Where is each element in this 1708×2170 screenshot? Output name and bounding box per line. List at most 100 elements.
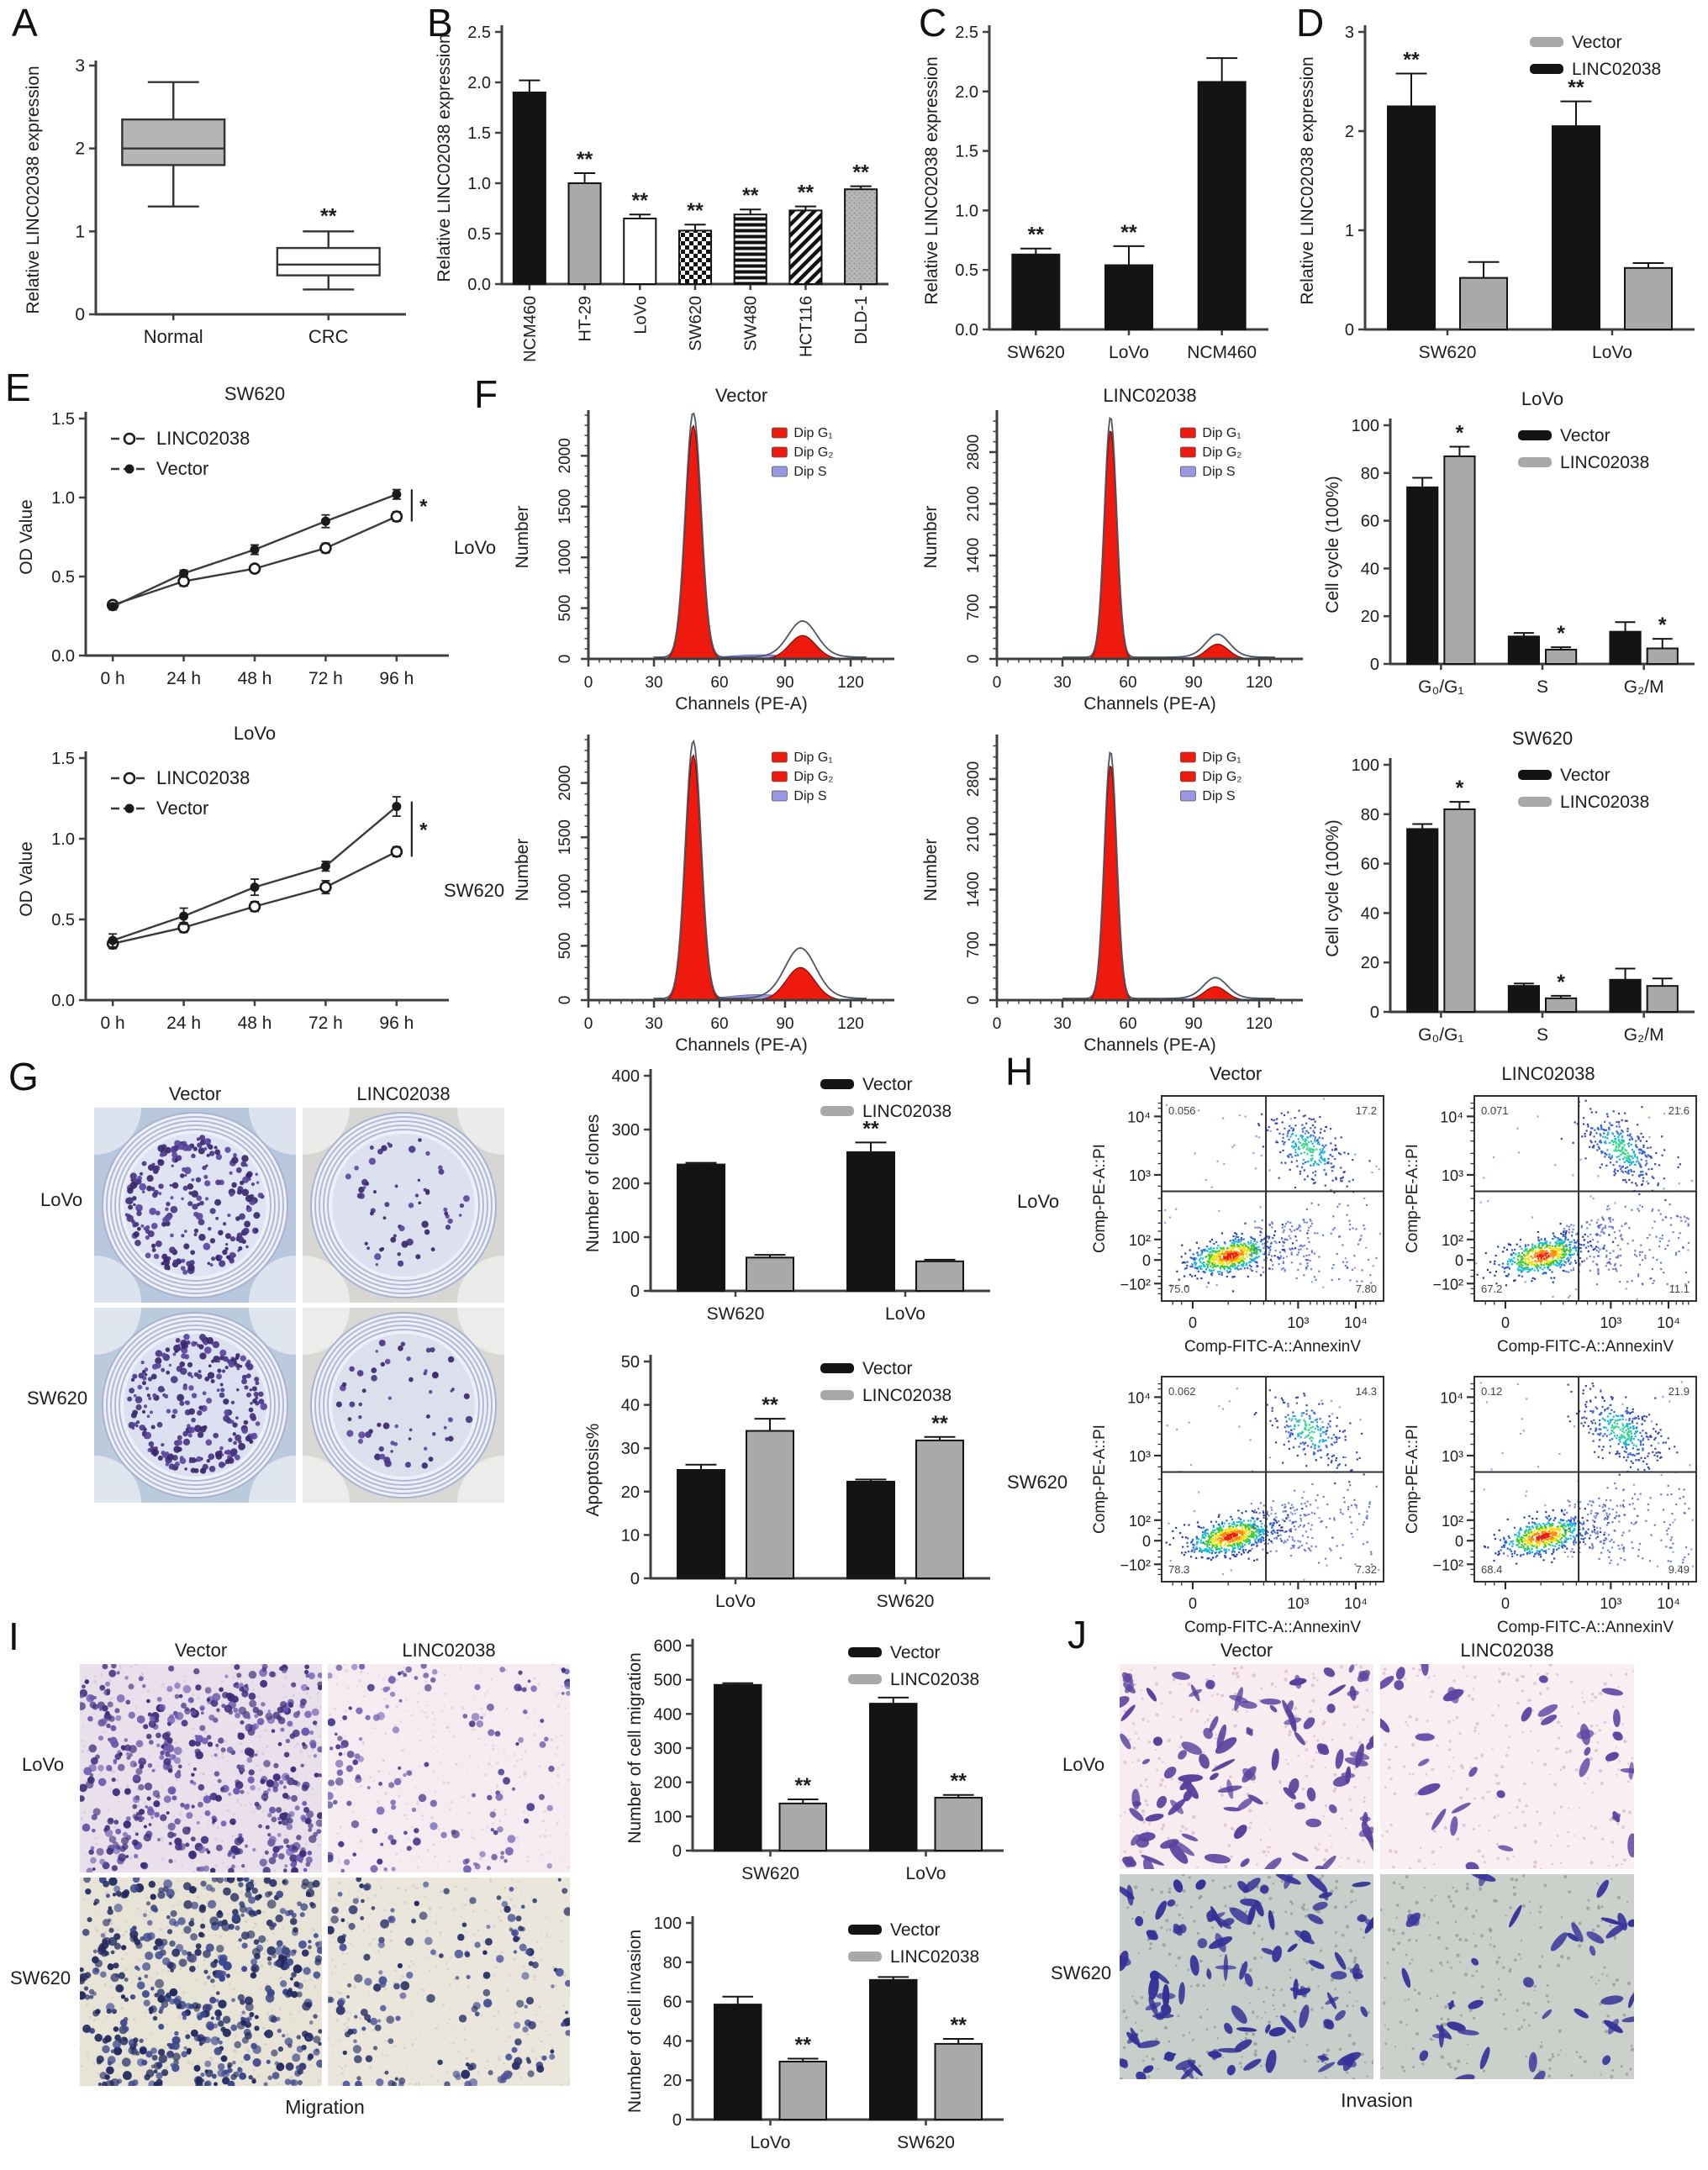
- svg-text:2.5: 2.5: [467, 24, 491, 42]
- svg-text:Vector: Vector: [1560, 766, 1610, 785]
- svg-text:50: 50: [621, 1353, 640, 1372]
- migration-image-sw620-linc02038: [328, 1878, 570, 2086]
- svg-text:96 h: 96 h: [379, 1014, 414, 1033]
- svg-text:7.80: 7.80: [1356, 1283, 1377, 1295]
- panel-label-f: F: [474, 372, 498, 416]
- svg-text:120: 120: [837, 1015, 864, 1033]
- svg-text:300: 300: [612, 1121, 640, 1140]
- svg-text:**: **: [687, 199, 704, 223]
- migration-image-lovo-linc02038: [328, 1664, 570, 1872]
- svg-text:LoVo: LoVo: [1592, 343, 1632, 362]
- svg-text:**: **: [742, 184, 759, 208]
- svg-text:2.0: 2.0: [467, 74, 491, 92]
- svg-text:30: 30: [645, 1015, 662, 1033]
- svg-text:72 h: 72 h: [308, 669, 343, 688]
- row-label-h-sw620: SW620: [1007, 1472, 1068, 1493]
- col-title-g-linc02038: LINC02038: [356, 1083, 451, 1104]
- svg-text:0.071: 0.071: [1481, 1104, 1509, 1117]
- svg-text:0.062: 0.062: [1168, 1385, 1196, 1398]
- svg-text:10²: 10²: [1442, 1232, 1463, 1249]
- svg-text:2100: 2100: [965, 486, 983, 521]
- svg-text:1.0: 1.0: [467, 175, 491, 193]
- flow-histogram-sw620-linc02038: 0 700 1400 2100 2800 0 30 60 90 120 Channels (PE-A…: [921, 735, 1303, 1055]
- svg-text:**: **: [1120, 221, 1137, 245]
- svg-text:20: 20: [621, 1483, 640, 1502]
- svg-text:1000: 1000: [556, 540, 574, 575]
- svg-text:10³: 10³: [1129, 1448, 1151, 1465]
- svg-text:Vector: Vector: [715, 385, 767, 406]
- svg-text:20: 20: [1361, 608, 1379, 626]
- svg-text:24 h: 24 h: [166, 669, 201, 688]
- svg-text:0: 0: [1142, 1533, 1151, 1550]
- svg-text:Number: Number: [513, 506, 532, 569]
- svg-text:Dip S: Dip S: [793, 789, 826, 803]
- svg-text:Dip S: Dip S: [1202, 789, 1235, 803]
- panel-label-d: D: [1296, 1, 1325, 45]
- svg-text:Channels (PE-A): Channels (PE-A): [1083, 1035, 1216, 1055]
- invasion-image-sw620-linc02038: [1380, 1874, 1634, 2079]
- svg-text:0: 0: [584, 674, 593, 692]
- svg-text:30: 30: [621, 1440, 640, 1458]
- row-label-i-lovo: LoVo: [22, 1754, 65, 1775]
- svg-text:**: **: [1403, 49, 1420, 72]
- svg-text:90: 90: [776, 674, 793, 692]
- svg-text:**: **: [1568, 76, 1584, 100]
- svg-text:Relative LINC02038 expression: Relative LINC02038 expression: [922, 56, 941, 304]
- svg-text:Dip S: Dip S: [1202, 465, 1235, 479]
- svg-text:SW620: SW620: [707, 1304, 765, 1324]
- svg-text:**: **: [798, 182, 814, 205]
- svg-text:0.0: 0.0: [51, 992, 75, 1010]
- svg-text:120: 120: [1246, 674, 1273, 692]
- svg-text:LoVo: LoVo: [715, 1592, 756, 1611]
- svg-text:96 h: 96 h: [379, 669, 414, 688]
- svg-text:NCM460: NCM460: [521, 296, 540, 362]
- svg-text:HCT116: HCT116: [797, 296, 815, 357]
- svg-text:−10²: −10²: [1432, 1276, 1463, 1293]
- svg-text:10²: 10²: [1129, 1513, 1151, 1530]
- svg-text:*: *: [1557, 971, 1565, 994]
- svg-text:0: 0: [1501, 1314, 1510, 1331]
- flow-scatter-sw620-vector: 0.062 14.3 78.3 7.32 10⁴ 10³ 10² 0 −10² 0 10³ 10⁴ Co…: [1091, 1376, 1384, 1636]
- svg-text:60: 60: [710, 1015, 728, 1033]
- flow-scatter-lovo-linc02038: 0.071 21.6 67.2 11.1 10⁴ 10³ 10² 0 −10² 0 10³ 10⁴ Co…: [1404, 1095, 1697, 1356]
- svg-text:120: 120: [837, 674, 864, 692]
- svg-text:Dip S: Dip S: [793, 465, 826, 479]
- svg-text:40: 40: [1361, 904, 1379, 923]
- svg-text:Channels (PE-A): Channels (PE-A): [1083, 694, 1216, 714]
- svg-text:10⁴: 10⁴: [1127, 1389, 1151, 1406]
- svg-text:Cell cycle (100%): Cell cycle (100%): [1323, 819, 1342, 956]
- svg-text:−10²: −10²: [1120, 1276, 1151, 1293]
- svg-text:78.3: 78.3: [1168, 1563, 1189, 1576]
- svg-text:2000: 2000: [556, 766, 574, 801]
- svg-text:NCM460: NCM460: [1187, 343, 1257, 362]
- svg-text:Number: Number: [513, 839, 532, 902]
- svg-text:60: 60: [1361, 856, 1379, 874]
- svg-text:0: 0: [1189, 1314, 1197, 1331]
- svg-text:Vector: Vector: [156, 798, 208, 819]
- svg-text:0 h: 0 h: [101, 669, 125, 688]
- svg-text:0: 0: [965, 655, 983, 664]
- bar-chart-clones: 0 100 200 300 400 Number of clones SW620 LoVo **…: [583, 1067, 990, 1324]
- svg-text:10³: 10³: [1287, 1595, 1309, 1612]
- flow-histogram-lovo-vector: 0 500 1000 1500 2000 0 30 60 90 120 Channels (PE-A…: [513, 385, 894, 714]
- svg-text:0: 0: [75, 305, 85, 324]
- svg-text:OD Value: OD Value: [17, 841, 36, 917]
- svg-text:1400: 1400: [965, 872, 983, 907]
- svg-text:1500: 1500: [556, 489, 574, 524]
- col-title-i-linc02038: LINC02038: [402, 1640, 496, 1661]
- svg-text:Number of clones: Number of clones: [583, 1114, 603, 1253]
- invasion-image-lovo-vector: [1120, 1664, 1373, 1869]
- svg-text:**: **: [931, 1412, 948, 1435]
- svg-text:0: 0: [993, 1015, 1002, 1033]
- svg-text:67.2: 67.2: [1481, 1283, 1502, 1295]
- svg-text:48 h: 48 h: [238, 1014, 272, 1033]
- svg-text:700: 700: [965, 594, 983, 621]
- svg-text:HT-29: HT-29: [577, 296, 595, 341]
- svg-text:0.0: 0.0: [51, 647, 75, 666]
- svg-text:Number: Number: [921, 839, 941, 902]
- bar-chart-apoptosis: 0 10 20 30 40 50 Apoptosis% LoVo ** SW620 ** Vector…: [583, 1353, 990, 1611]
- svg-text:2: 2: [1345, 123, 1354, 141]
- svg-text:SW620: SW620: [224, 383, 285, 404]
- svg-text:60: 60: [1361, 513, 1379, 531]
